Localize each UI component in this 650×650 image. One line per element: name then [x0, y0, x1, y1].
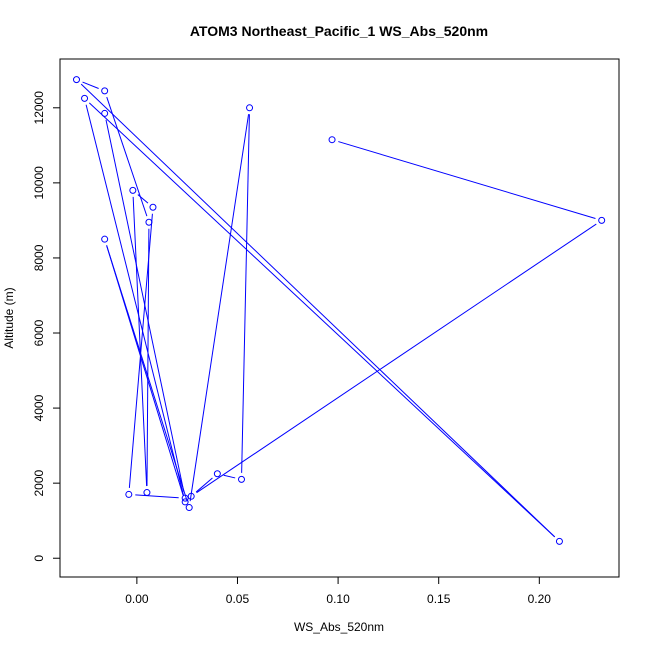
data-point: [181, 498, 189, 506]
series-line-segment: [105, 119, 185, 492]
series-line-segment: [241, 114, 250, 473]
x-tick-label: 0.10: [326, 592, 350, 606]
x-tick-label: 0.00: [125, 592, 149, 606]
series-line-segment: [135, 494, 179, 499]
series-line-segment: [106, 245, 184, 496]
x-axis-label: WS_Abs_520nm: [294, 620, 384, 634]
data-point: [149, 203, 157, 211]
data-point: [125, 490, 133, 498]
data-point: [246, 104, 254, 112]
series-line-segment: [80, 83, 556, 538]
series-line-segment: [196, 223, 597, 494]
series-line-segment: [128, 213, 153, 488]
x-tick-label: 0.05: [226, 592, 250, 606]
series-line-segment: [85, 104, 185, 496]
y-tick-label: 12000: [32, 91, 46, 125]
x-tick-label: 0.20: [528, 592, 552, 606]
x-axis: 0.00 0.05 0.10 0.15 0.20: [125, 576, 552, 606]
series-line-segment: [223, 474, 236, 479]
x-tick-label: 0.15: [427, 592, 451, 606]
y-tick-label: 8000: [32, 244, 46, 271]
data-point: [101, 235, 109, 243]
data-point: [143, 489, 151, 497]
series-line-segment: [338, 141, 596, 220]
series-line-segment: [195, 477, 213, 493]
series-line-segment: [88, 102, 556, 538]
data-point: [238, 475, 245, 483]
chart-title: ATOM3 Northeast_Pacific_1 WS_Abs_520nm: [190, 23, 488, 39]
data-point: [185, 504, 193, 512]
data-point: [328, 136, 336, 144]
data-point: [101, 87, 109, 95]
y-tick-label: 10000: [32, 166, 46, 200]
data-point: [181, 494, 189, 502]
y-tick-label: 0: [32, 555, 46, 562]
series-line-segment: [132, 196, 148, 487]
y-tick-label: 4000: [32, 394, 46, 421]
data-point: [129, 186, 137, 194]
data-point: [101, 109, 109, 117]
data-point: [213, 470, 221, 478]
series-line-segment: [82, 81, 99, 89]
series-line-segment: [137, 194, 149, 204]
data-point: [598, 216, 606, 224]
y-tick-label: 2000: [32, 469, 46, 496]
y-tick-label: 6000: [32, 319, 46, 346]
y-axis-label: Altitude (m): [2, 287, 16, 348]
data-point: [555, 537, 563, 545]
data-point: [73, 76, 80, 84]
y-axis: 0 2000 4000 6000 8000 10000 12000: [32, 91, 61, 562]
series-line-segment: [189, 114, 250, 502]
data-point: [187, 492, 195, 500]
series-layer: [73, 76, 606, 545]
data-point: [145, 218, 153, 226]
series-line-segment: [146, 228, 150, 487]
data-point: [81, 94, 89, 102]
